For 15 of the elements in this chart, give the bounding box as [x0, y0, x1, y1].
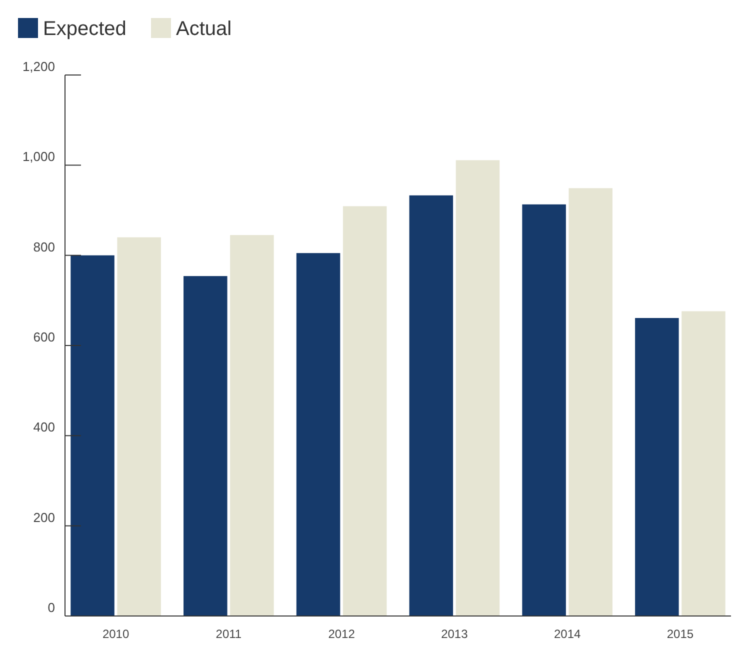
y-tick-label: 0: [48, 600, 55, 615]
y-tick-label: 200: [33, 510, 55, 525]
x-tick-label: 2010: [102, 627, 130, 641]
y-tick-label: 400: [33, 420, 55, 435]
legend-label: Expected: [43, 18, 126, 40]
legend-label: Actual: [176, 18, 232, 40]
y-tick-label: 1,200: [22, 59, 55, 74]
x-tick-label: 2015: [666, 627, 694, 641]
y-tick-label: 800: [33, 239, 55, 254]
x-tick-label: 2011: [216, 627, 242, 641]
x-tick-label: 2012: [328, 627, 356, 641]
y-tick-label: 1,000: [22, 149, 55, 164]
x-tick-label: 2013: [441, 627, 468, 641]
x-tick-label: 2014: [554, 627, 581, 641]
y-tick-label: 600: [33, 330, 55, 344]
